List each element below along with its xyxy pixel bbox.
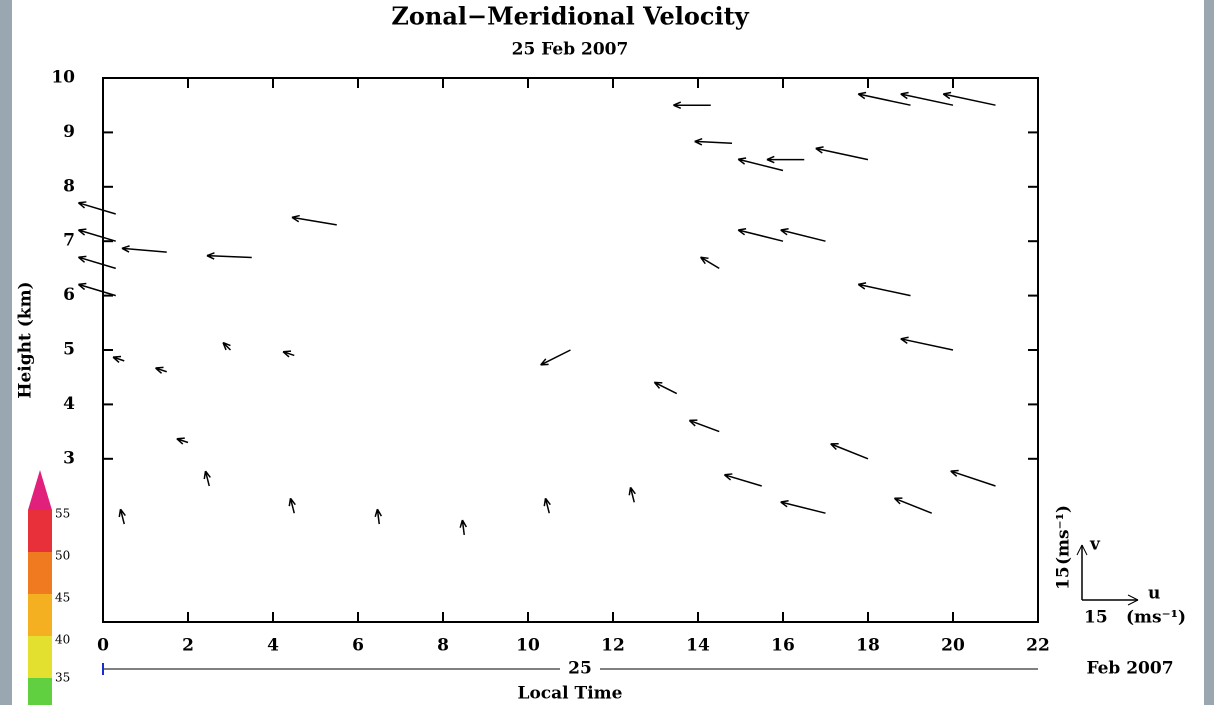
wind-vector bbox=[942, 91, 996, 106]
x-tick-label: 16 bbox=[771, 636, 795, 656]
wind-vector bbox=[77, 228, 116, 242]
colorbar-cell bbox=[28, 636, 52, 678]
wind-vector bbox=[282, 350, 295, 358]
wind-vector bbox=[206, 252, 252, 260]
wind-vector bbox=[780, 228, 826, 242]
y-tick-label: 5 bbox=[63, 340, 75, 360]
colorbar-label: 45 bbox=[55, 591, 70, 605]
colorbar-label: 50 bbox=[55, 549, 70, 563]
chart-title: Zonal−Meridional Velocity bbox=[391, 2, 749, 31]
wind-vector bbox=[203, 470, 211, 487]
wind-vector bbox=[288, 497, 296, 514]
y-tick-label: 4 bbox=[63, 394, 75, 414]
wind-vector bbox=[176, 437, 189, 445]
colorbar-cell bbox=[28, 594, 52, 636]
x-tick-label: 10 bbox=[516, 636, 540, 656]
wind-vector bbox=[723, 473, 762, 487]
wind-vector bbox=[121, 245, 167, 253]
wind-vector bbox=[900, 336, 954, 351]
wind-vector bbox=[694, 137, 733, 146]
y-axis-label: Height (km) bbox=[16, 281, 36, 398]
reference-u-head bbox=[1127, 594, 1139, 606]
x-tick-label: 0 bbox=[97, 636, 109, 656]
colorbar-label: 55 bbox=[55, 507, 70, 521]
wind-vector bbox=[291, 214, 337, 226]
colorbar-label: 40 bbox=[55, 633, 70, 647]
wind-vector bbox=[737, 228, 784, 242]
reference-u-speed: 15 bbox=[1084, 608, 1108, 628]
colorbar-label: 35 bbox=[55, 671, 70, 685]
wind-vector bbox=[766, 155, 805, 164]
reference-arrows: u v 15 (ms⁻¹) 15 (ms⁻¹) bbox=[1054, 505, 1187, 628]
colorbar-cell bbox=[28, 552, 52, 594]
x-tick-label: 6 bbox=[352, 636, 364, 656]
reference-v-head bbox=[1076, 544, 1088, 556]
x-tick-label: 14 bbox=[686, 636, 710, 656]
y-tick-label: 6 bbox=[63, 285, 75, 305]
wind-vector bbox=[950, 469, 996, 487]
wind-vector bbox=[653, 381, 678, 395]
wind-vector bbox=[112, 355, 125, 363]
wind-vector bbox=[540, 349, 571, 366]
wind-vector bbox=[222, 341, 232, 351]
wind-vector bbox=[900, 91, 954, 106]
wind-vector bbox=[699, 256, 720, 270]
reference-v-unit: (ms⁻¹) bbox=[1054, 505, 1074, 565]
wind-vector bbox=[830, 442, 869, 460]
x-tick-label: 22 bbox=[1026, 636, 1050, 656]
background-colorbar: 55 50 45 40 35 bbox=[28, 470, 70, 705]
y-tick-label: 3 bbox=[63, 448, 75, 468]
wind-vector bbox=[857, 282, 911, 297]
reference-v-label: v bbox=[1089, 535, 1101, 555]
x-tick-label: 4 bbox=[267, 636, 279, 656]
wind-vector bbox=[628, 486, 636, 503]
reference-u-unit: (ms⁻¹) bbox=[1126, 608, 1186, 628]
wind-vector bbox=[77, 255, 116, 270]
wind-vector bbox=[857, 91, 911, 106]
wind-vector bbox=[737, 157, 784, 172]
wind-vector bbox=[543, 497, 551, 514]
y-tick-label: 7 bbox=[63, 231, 75, 251]
wind-vector bbox=[893, 497, 933, 514]
date-day: 25 bbox=[568, 659, 592, 679]
wind-vector bbox=[118, 508, 126, 525]
y-tick-label: 10 bbox=[51, 68, 75, 88]
date-month-year: Feb 2007 bbox=[1086, 659, 1173, 679]
x-tick-label: 18 bbox=[856, 636, 880, 656]
wind-vector bbox=[459, 519, 468, 536]
x-tick-label: 8 bbox=[437, 636, 449, 656]
reference-v-speed: 15 bbox=[1054, 566, 1074, 590]
wind-vector bbox=[815, 146, 869, 161]
chart-subtitle: 25 Feb 2007 bbox=[512, 40, 629, 60]
y-tick-label: 9 bbox=[63, 122, 75, 142]
colorbar-cap bbox=[28, 470, 52, 510]
wind-vector bbox=[780, 500, 826, 514]
plot-panel bbox=[12, 0, 1204, 705]
wind-vector bbox=[77, 201, 116, 215]
x-tick-label: 20 bbox=[941, 636, 965, 656]
wind-vector bbox=[688, 419, 720, 433]
reference-u-label: u bbox=[1148, 584, 1160, 604]
x-axis-label: Local Time bbox=[518, 684, 623, 704]
x-tick-label: 2 bbox=[182, 636, 194, 656]
x-tick-label: 12 bbox=[601, 636, 625, 656]
y-tick-label: 8 bbox=[63, 176, 75, 196]
wind-vector bbox=[374, 508, 383, 525]
wind-vector bbox=[77, 282, 116, 297]
colorbar-cell bbox=[28, 510, 52, 552]
wind-vector bbox=[673, 101, 711, 110]
wind-vector bbox=[155, 366, 167, 374]
colorbar-cell bbox=[28, 678, 52, 705]
